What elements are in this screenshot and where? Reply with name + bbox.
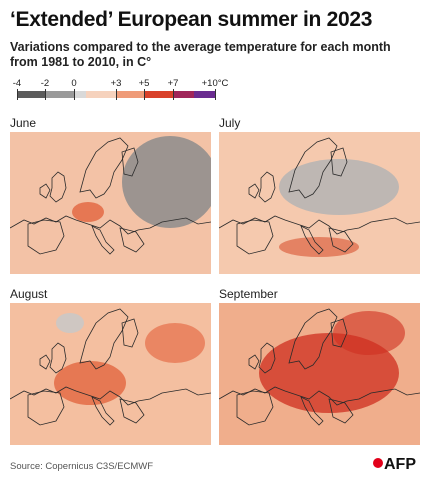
- coastline: [39, 354, 51, 370]
- legend-tick-mark: [116, 89, 117, 100]
- coastline: [328, 227, 354, 253]
- coastline: [219, 386, 420, 406]
- source-note: Source: Copernicus C3S/ECMWF: [10, 461, 154, 472]
- map-canvas: [10, 303, 211, 445]
- legend-tick-mark: [17, 89, 18, 100]
- coastline: [91, 396, 115, 426]
- coastline: [49, 171, 67, 203]
- cool-anomaly-area: [279, 159, 399, 215]
- coastline: [330, 147, 348, 177]
- legend-swatch: [86, 91, 116, 98]
- legend-tick: +7: [167, 78, 179, 89]
- cool-anomaly-area: [122, 136, 211, 228]
- map-label-september: September: [219, 287, 278, 301]
- legend-tick-mark: [45, 89, 46, 100]
- legend-tick: -2: [40, 78, 50, 89]
- warm-anomaly-area: [333, 311, 405, 355]
- coastline: [288, 137, 338, 199]
- coastline: [248, 183, 260, 199]
- color-legend: -4 -2 0 +3 +5 +7 +10°C: [10, 78, 230, 110]
- map-july: [219, 132, 420, 274]
- coastline: [328, 398, 354, 424]
- chart-subtitle: Variations compared to the average tempe…: [10, 40, 391, 69]
- coastline: [300, 396, 324, 426]
- legend-tick-mark: [173, 89, 174, 100]
- cool-anomaly-area: [56, 313, 84, 333]
- coastline: [27, 219, 65, 255]
- legend-swatch: [74, 91, 86, 98]
- legend-tick-mark: [74, 89, 75, 100]
- warm-anomaly-area: [145, 323, 205, 363]
- coastline: [119, 398, 145, 424]
- coastline: [330, 318, 348, 348]
- coastline: [91, 225, 115, 255]
- coastline: [10, 386, 211, 406]
- coastline: [236, 390, 274, 426]
- coastline: [258, 342, 276, 374]
- map-label-august: August: [10, 287, 48, 301]
- coastline: [39, 183, 51, 199]
- legend-swatch: [17, 91, 45, 98]
- map-canvas: [219, 303, 420, 445]
- coastline: [79, 308, 129, 370]
- legend-swatch: [194, 91, 215, 98]
- coastline: [10, 215, 211, 235]
- legend-swatch: [173, 91, 194, 98]
- coastline: [219, 215, 420, 235]
- map-label-july: July: [219, 116, 241, 130]
- afp-logo: AFP: [373, 456, 416, 473]
- map-june: [10, 132, 211, 274]
- afp-logo-text: AFP: [384, 456, 416, 473]
- coastline: [288, 308, 338, 370]
- legend-tick-mark: [144, 89, 145, 100]
- coastline: [236, 219, 274, 255]
- legend-swatch: [116, 91, 144, 98]
- warm-anomaly-area: [72, 202, 104, 222]
- legend-tick-mark: [215, 89, 216, 100]
- coastline: [121, 147, 139, 177]
- coastline: [49, 342, 67, 374]
- legend-tick: +10°C: [201, 78, 229, 89]
- legend-swatch: [45, 91, 74, 98]
- coastline: [248, 354, 260, 370]
- map-august: [10, 303, 211, 445]
- warm-anomaly-area: [54, 361, 126, 405]
- legend-tick: 0: [71, 78, 77, 89]
- coastline: [300, 225, 324, 255]
- map-canvas: [219, 132, 420, 274]
- legend-tick: -4: [12, 78, 22, 89]
- legend-tick: +5: [138, 78, 150, 89]
- chart-title: ‘Extended’ European summer in 2023: [10, 8, 373, 31]
- coastline: [258, 171, 276, 203]
- legend-swatch: [144, 91, 173, 98]
- coastline: [79, 137, 129, 199]
- coastline: [27, 390, 65, 426]
- map-september: [219, 303, 420, 445]
- warm-anomaly-area: [279, 237, 359, 257]
- coastline: [119, 227, 145, 253]
- coastline: [121, 318, 139, 348]
- map-canvas: [10, 132, 211, 274]
- map-label-june: June: [10, 116, 37, 130]
- legend-tick: +3: [110, 78, 122, 89]
